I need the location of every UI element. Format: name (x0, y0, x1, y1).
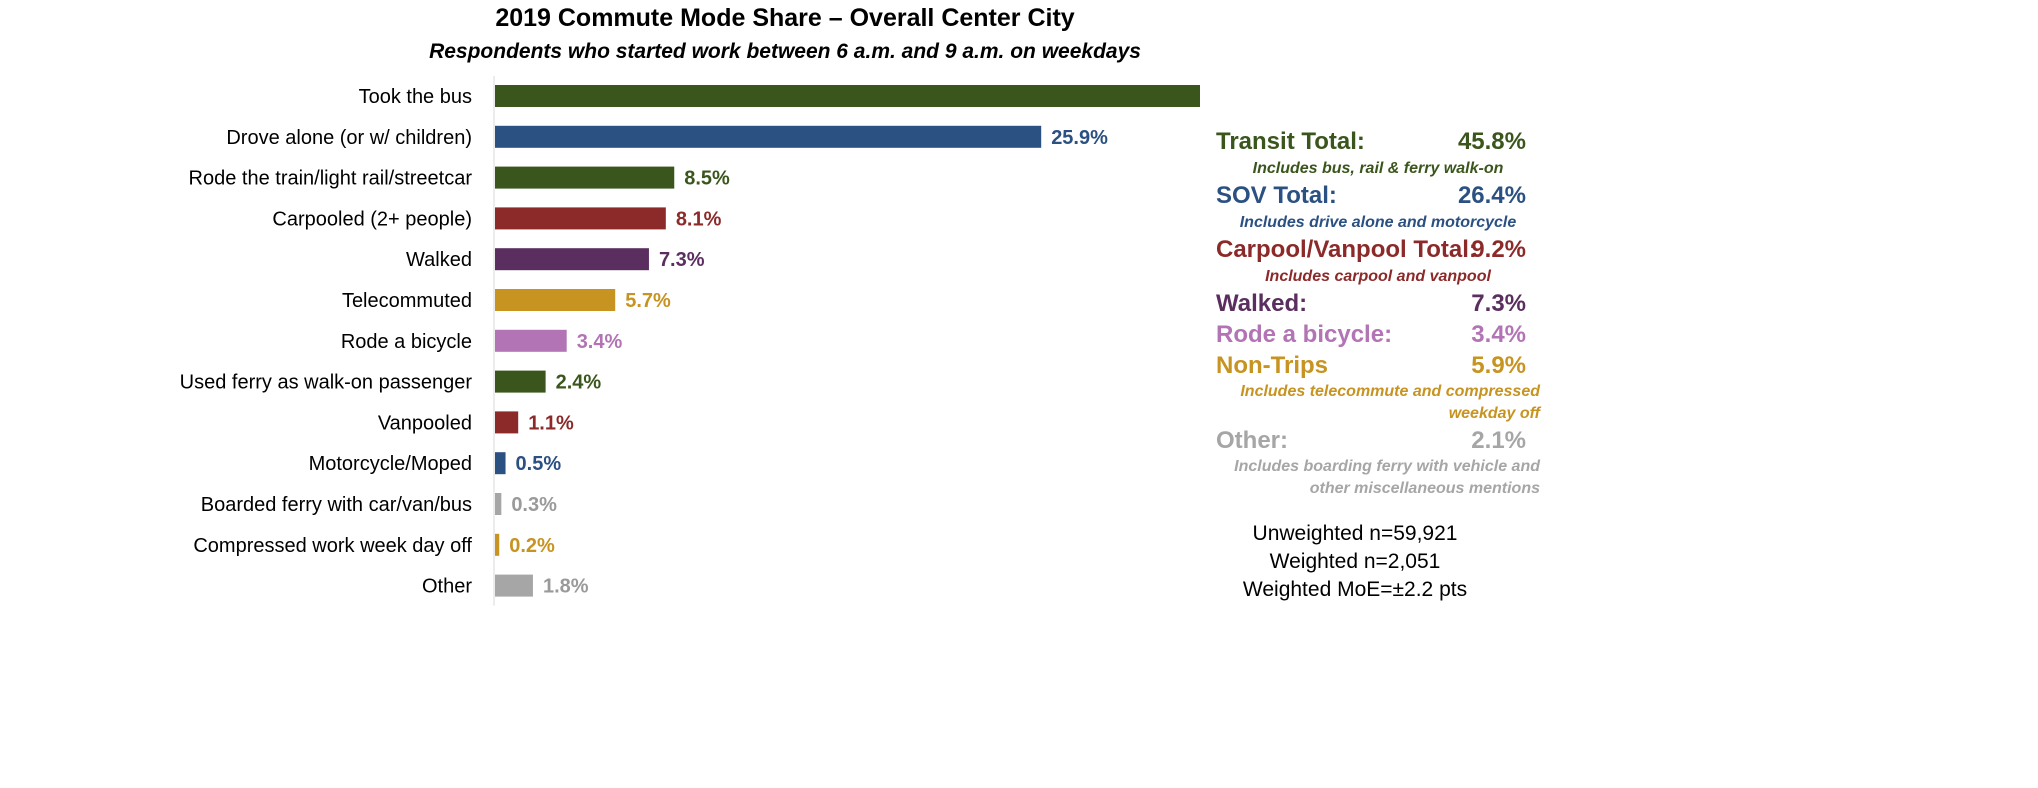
stat-moe: Weighted MoE=±2.2 pts (1242, 578, 1468, 601)
bar-chart: Took the bus34.9%Drove alone (or w/ chil… (180, 76, 1200, 606)
sample-stats: Unweighted n=59,921 Weighted n=2,051 Wei… (1200, 520, 1510, 604)
chart-subtitle: Respondents who started work between 6 a… (429, 40, 1141, 63)
summary-sov-label: SOV Total: (1216, 182, 1337, 209)
bar (495, 248, 649, 271)
bar (495, 329, 567, 352)
bar (495, 166, 675, 189)
summary-walked-label: Walked: (1216, 290, 1308, 317)
data-label: 5.7% (625, 290, 671, 312)
summary-other-label: Other: (1216, 427, 1288, 454)
chart-title: 2019 Commute Mode Share – Overall Center… (495, 4, 1075, 32)
summary-nontrips-note: Includes telecommute and compressed week… (1216, 381, 1540, 425)
category-label: Took the bus (359, 86, 472, 108)
bar (495, 574, 533, 597)
stat-unweighted: Unweighted n=59,921 (1252, 522, 1458, 545)
category-label: Telecommuted (342, 290, 472, 312)
data-label: 8.1% (676, 208, 722, 230)
summary-other-note-line2: other miscellaneous mentions (1309, 480, 1540, 497)
bar (495, 533, 500, 556)
summary-carpool-note: Includes carpool and vanpool (1265, 268, 1491, 285)
summary-other-value: 2.1% (1471, 427, 1526, 454)
bar (495, 289, 616, 311)
data-label: 7.3% (659, 249, 705, 271)
summary-walked-value: 7.3% (1471, 290, 1526, 317)
category-label: Walked (406, 249, 472, 271)
bar (495, 493, 502, 515)
summary-bicycle-label: Rode a bicycle: (1216, 321, 1393, 348)
category-label: Compressed work week day off (193, 535, 472, 557)
summary-transit-label: Transit Total: (1216, 128, 1365, 155)
category-label: Used ferry as walk-on passenger (180, 372, 473, 394)
summary-transit-value: 45.8% (1457, 128, 1526, 155)
summary-nontrips-note-line2: weekday off (1448, 405, 1540, 422)
data-label: 0.2% (509, 535, 555, 557)
data-label: 3.4% (577, 331, 623, 353)
category-label: Carpooled (2+ people) (272, 208, 472, 230)
data-label: 8.5% (684, 168, 730, 190)
summary-nontrips-label: Non-Trips (1216, 352, 1328, 379)
summary-other-note-line1: Includes boarding ferry with vehicle and (1234, 458, 1540, 475)
data-label: 0.3% (511, 494, 557, 516)
data-label: 2.4% (556, 372, 602, 394)
category-label: Rode the train/light rail/streetcar (189, 168, 473, 190)
summary-sov-value: 26.4% (1457, 182, 1526, 209)
bar (495, 452, 506, 475)
bar (495, 125, 1042, 148)
summary-nontrips-value: 5.9% (1471, 352, 1526, 379)
bar (495, 207, 666, 230)
category-label: Vanpooled (378, 412, 472, 434)
summary-other-note: Includes boarding ferry with vehicle and… (1216, 456, 1540, 500)
data-label: 25.9% (1051, 127, 1108, 149)
bar (495, 85, 1200, 107)
summary-bicycle-value: 3.4% (1471, 321, 1526, 348)
data-label: 1.1% (528, 412, 574, 434)
category-label: Rode a bicycle (341, 331, 472, 353)
summary-carpool-label: Carpool/Vanpool Total: (1216, 236, 1477, 263)
bar (495, 370, 546, 393)
data-label: 1.8% (543, 576, 589, 598)
category-label: Other (422, 576, 472, 598)
category-label: Motorcycle/Moped (309, 453, 472, 475)
category-label: Drove alone (or w/ children) (226, 127, 472, 149)
summary-nontrips-note-line1: Includes telecommute and compressed (1240, 383, 1540, 400)
bar (495, 411, 519, 434)
category-label: Boarded ferry with car/van/bus (201, 494, 472, 516)
data-label: 0.5% (516, 453, 562, 475)
summary-transit-note: Includes bus, rail & ferry walk-on (1252, 160, 1504, 177)
summary-carpool-value: 9.2% (1471, 236, 1526, 263)
summary-sov-note: Includes drive alone and motorcycle (1239, 214, 1517, 231)
stat-weighted: Weighted n=2,051 (1269, 550, 1441, 573)
